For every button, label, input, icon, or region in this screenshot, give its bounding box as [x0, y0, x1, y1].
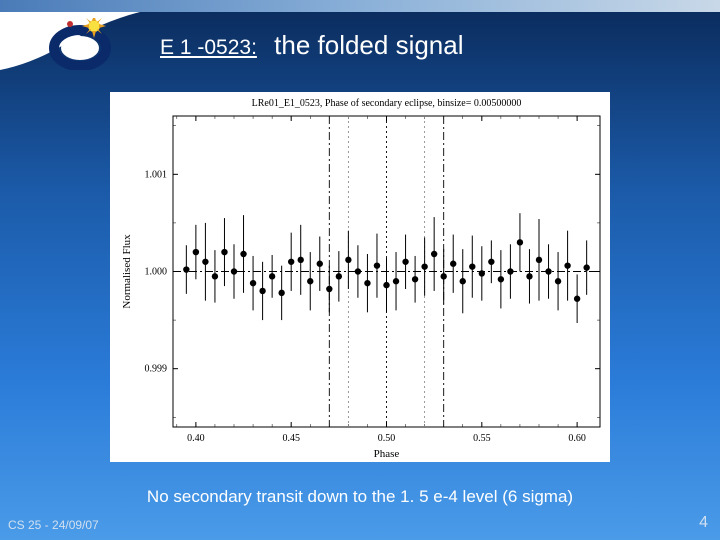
footer-left: CS 25 - 24/09/07: [8, 518, 99, 532]
svg-text:0.60: 0.60: [568, 433, 586, 444]
chart-container: LRe01_E1_0523, Phase of secondary eclips…: [110, 92, 610, 462]
svg-text:0.40: 0.40: [187, 433, 205, 444]
title-prefix: E 1 -0523:: [160, 36, 257, 59]
svg-text:0.45: 0.45: [282, 433, 300, 444]
slide-title: E 1 -0523: the folded signal: [160, 30, 464, 61]
page-number: 4: [699, 514, 708, 532]
logo: [40, 18, 120, 70]
svg-text:LRe01_E1_0523, Phase of second: LRe01_E1_0523, Phase of secondary eclips…: [252, 98, 522, 109]
svg-text:Normalised Flux: Normalised Flux: [121, 234, 133, 309]
svg-text:0.55: 0.55: [473, 433, 491, 444]
caption: No secondary transit down to the 1. 5 e-…: [0, 487, 720, 507]
svg-text:1.001: 1.001: [145, 169, 168, 180]
top-stripe: [0, 0, 720, 12]
svg-text:Phase: Phase: [374, 448, 400, 460]
svg-text:1.000: 1.000: [145, 267, 168, 278]
svg-text:0.50: 0.50: [378, 433, 396, 444]
svg-text:0.999: 0.999: [145, 364, 168, 375]
title-main: the folded signal: [274, 30, 463, 60]
